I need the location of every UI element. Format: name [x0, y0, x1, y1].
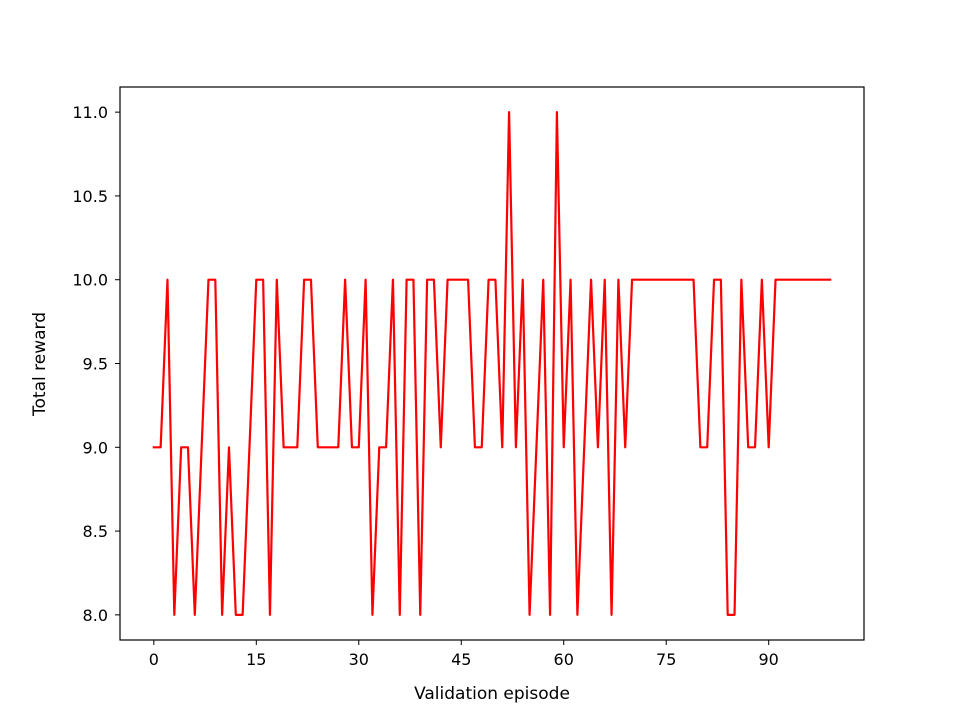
x-tick-label: 45: [451, 650, 471, 669]
plot-area: [120, 87, 864, 640]
x-tick-label: 60: [554, 650, 574, 669]
x-tick-label: 90: [759, 650, 779, 669]
series-layer: [152, 111, 832, 616]
x-tick-label: 30: [349, 650, 369, 669]
x-tick-label: 75: [656, 650, 676, 669]
x-axis-label: Validation episode: [414, 684, 570, 704]
y-tick-label: 9.0: [83, 438, 108, 457]
y-axis-label: Total reward: [30, 312, 50, 417]
x-tick-label: 0: [149, 650, 159, 669]
y-tick-label: 9.5: [83, 355, 108, 374]
x-tick-label: 15: [246, 650, 266, 669]
y-tick-label: 10.5: [72, 187, 108, 206]
y-tick-label: 8.5: [83, 522, 108, 541]
y-axis: 8.0 8.5 9.0 9.5 10.0 10.5 11.0: [72, 103, 120, 625]
y-tick-label: 10.0: [72, 271, 108, 290]
series-line-0: [152, 111, 832, 616]
y-tick-label: 8.0: [83, 606, 108, 625]
y-tick-label: 11.0: [72, 103, 108, 122]
x-axis: 0 15 30 45 60 75 90: [149, 640, 779, 669]
